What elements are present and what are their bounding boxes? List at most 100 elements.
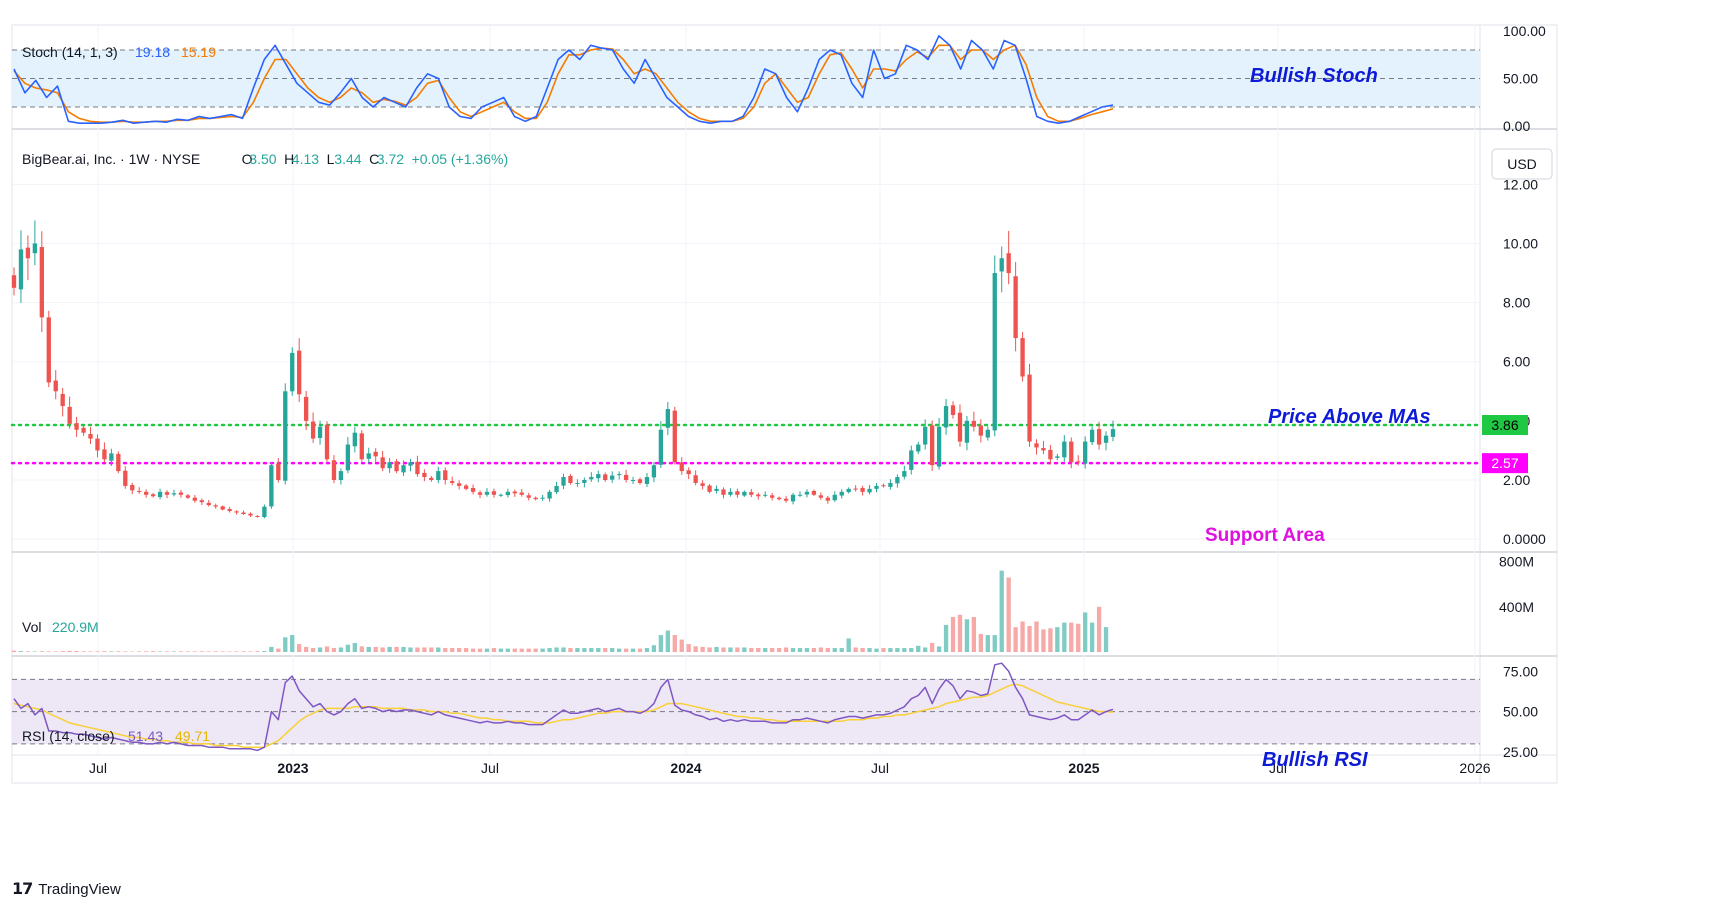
candle-body xyxy=(1090,430,1094,442)
volume-bar xyxy=(1007,577,1011,652)
volume-bar xyxy=(659,635,663,652)
volume-bar xyxy=(443,648,447,652)
tradingview-watermark[interactable]: 𝟭𝟳 TradingView xyxy=(12,879,121,899)
candle-body xyxy=(408,462,412,465)
volume-bar xyxy=(471,649,475,652)
price-y-tick: 10.00 xyxy=(1503,235,1538,251)
volume-bar xyxy=(81,651,85,652)
candle-body xyxy=(735,491,739,495)
candle-body xyxy=(214,505,218,506)
candle-body xyxy=(1111,429,1115,437)
volume-bar xyxy=(847,638,851,652)
volume-bar xyxy=(297,644,301,652)
volume-bar xyxy=(575,648,579,652)
volume-bar xyxy=(88,651,92,652)
volume-bar xyxy=(645,648,649,652)
candle-body xyxy=(1097,429,1101,444)
volume-bar xyxy=(867,648,871,652)
candle-body xyxy=(610,476,614,480)
candle-body xyxy=(986,430,990,438)
candle-body xyxy=(443,470,447,480)
volume-bar xyxy=(902,648,906,652)
volume-bar xyxy=(694,646,698,652)
volume-bar xyxy=(1090,623,1094,652)
candle-body xyxy=(290,353,294,391)
volume-bar xyxy=(54,651,58,652)
volume-bar xyxy=(408,647,412,652)
volume-bar xyxy=(61,651,65,652)
volume-bar xyxy=(624,649,628,652)
volume-bar xyxy=(853,647,857,652)
candle-body xyxy=(88,434,92,439)
candle-body xyxy=(700,483,704,486)
volume-bar xyxy=(972,617,976,652)
volume-bar xyxy=(193,651,197,652)
price-title: BigBear.ai, Inc. · 1W · NYSE xyxy=(22,151,200,167)
volume-bar xyxy=(1076,624,1080,652)
candle-body xyxy=(916,445,920,452)
volume-bar xyxy=(151,651,155,652)
volume-bar xyxy=(554,647,558,652)
volume-bar xyxy=(631,649,635,652)
candle-body xyxy=(325,425,329,460)
volume-bar xyxy=(666,631,670,652)
price-y-tick: 0.0000 xyxy=(1503,531,1546,547)
volume-bar xyxy=(812,648,816,652)
candle-body xyxy=(200,500,204,502)
candle-body xyxy=(993,273,997,430)
candle-body xyxy=(979,425,983,435)
volume-bar xyxy=(214,651,218,652)
volume-bar xyxy=(262,651,266,652)
price-level-value: 3.86 xyxy=(1491,417,1518,433)
candle-body xyxy=(951,405,955,415)
volume-bar xyxy=(221,651,225,652)
candle-body xyxy=(297,351,301,395)
candle-body xyxy=(1013,276,1017,338)
candle-body xyxy=(680,462,684,471)
volume-bar xyxy=(276,649,280,652)
volume-bar xyxy=(116,651,120,652)
volume-bar xyxy=(339,647,343,652)
volume-bar xyxy=(784,647,788,652)
candle-body xyxy=(965,421,969,443)
volume-bar xyxy=(513,649,517,652)
candle-body xyxy=(353,433,357,447)
candle-body xyxy=(241,513,245,514)
candle-body xyxy=(436,471,440,480)
candle-body xyxy=(596,474,600,478)
price-y-tick: 2.00 xyxy=(1503,472,1530,488)
volume-bar xyxy=(67,651,71,652)
candle-body xyxy=(47,317,51,382)
rsi-y-tick: 50.00 xyxy=(1503,704,1538,720)
ohlc-o-value: 3.50 xyxy=(249,151,276,167)
candle-body xyxy=(283,391,287,480)
volume-bar xyxy=(881,648,885,652)
volume-bar xyxy=(979,634,983,652)
price-level-value: 2.57 xyxy=(1491,455,1518,471)
volume-bar xyxy=(791,648,795,652)
candle-body xyxy=(840,492,844,496)
volume-bar xyxy=(798,648,802,652)
candle-body xyxy=(944,406,948,427)
volume-bar xyxy=(360,646,364,652)
volume-bar xyxy=(450,648,454,652)
volume-bar xyxy=(909,648,913,652)
volume-bar xyxy=(269,647,273,652)
rsi-title: RSI (14, close) xyxy=(22,728,115,744)
volume-bar xyxy=(763,648,767,652)
candle-body xyxy=(958,413,962,442)
volume-bar xyxy=(478,649,482,652)
volume-bar xyxy=(40,651,44,652)
candle-body xyxy=(847,489,851,492)
candle-body xyxy=(394,461,398,471)
candle-body xyxy=(826,498,830,501)
candle-body xyxy=(262,507,266,517)
volume-bar xyxy=(700,647,704,652)
candle-body xyxy=(867,489,871,493)
candle-body xyxy=(728,492,732,495)
volume-bar xyxy=(561,647,565,652)
candle-body xyxy=(777,498,781,499)
volume-bar xyxy=(527,649,531,652)
